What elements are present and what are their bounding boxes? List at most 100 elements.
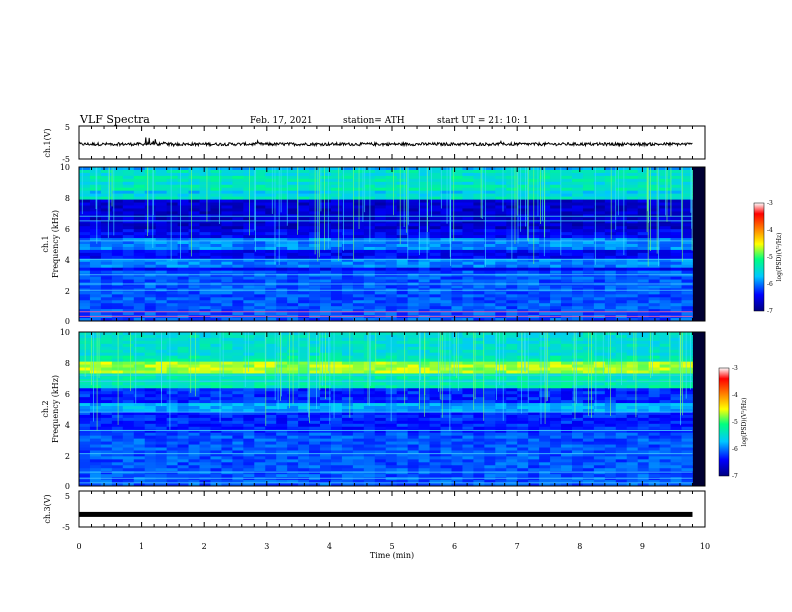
spectrogram-cell xyxy=(571,370,584,374)
spectrogram-cell xyxy=(89,235,102,239)
spectrogram-cell xyxy=(374,297,387,301)
spectrogram-cell xyxy=(670,403,682,407)
spectrogram-cell xyxy=(177,391,189,395)
spectrogram-cell xyxy=(133,190,146,195)
spectrogram-cell xyxy=(221,346,233,351)
spectrogram-cell xyxy=(670,261,682,266)
spectrogram-cell xyxy=(440,370,452,374)
spectrogram-cell xyxy=(484,235,496,239)
spectrogram-cell xyxy=(330,309,343,313)
spectrogram-cell xyxy=(648,229,661,233)
spectrogram-cell xyxy=(571,261,584,266)
spectrogram-cell xyxy=(506,361,518,365)
spectrogram-cell xyxy=(166,196,178,200)
spectrogram-cell xyxy=(593,397,606,401)
spectrogram-cell xyxy=(221,385,233,389)
spectrogram-cell xyxy=(144,229,157,233)
spectrogram-cell xyxy=(144,241,157,245)
spectrogram-cell xyxy=(254,391,266,395)
spectrogram-cell xyxy=(440,169,452,174)
spectrogram-cell xyxy=(517,406,529,410)
spectrogram-cell xyxy=(582,414,595,419)
spectrogram-cell xyxy=(341,211,354,215)
spectrogram-cell xyxy=(374,181,387,186)
spectrogram-cell xyxy=(133,241,146,245)
spectrogram-cell xyxy=(582,417,595,422)
spectrogram-cell xyxy=(330,285,343,289)
spectrogram-cell xyxy=(287,411,299,416)
spectrogram-cell xyxy=(320,252,332,257)
spectrogram-cell xyxy=(495,252,507,257)
spectrogram-cell xyxy=(385,241,398,245)
spectrogram-cell xyxy=(484,332,496,336)
spectrogram-cell xyxy=(122,420,135,425)
spectrogram-cell xyxy=(352,178,365,183)
spectrogram-cell xyxy=(396,297,409,301)
spectrogram-cell xyxy=(670,417,682,422)
spectrogram-cell xyxy=(133,184,146,189)
spectrogram-cell xyxy=(144,167,157,171)
spectrogram-cell xyxy=(593,232,606,236)
spectrogram-cell xyxy=(320,400,332,404)
spectrogram-cell xyxy=(484,246,496,251)
spectrogram-cell xyxy=(352,332,365,336)
spectrogram-cell xyxy=(659,346,671,351)
spectrogram-cell xyxy=(199,244,211,248)
spectrogram-cell xyxy=(232,279,244,283)
spectrogram-cell xyxy=(298,361,310,365)
spectrogram-cell xyxy=(254,175,266,180)
ch1-ytick-2: 2 xyxy=(65,287,70,296)
spectrogram-cell xyxy=(309,255,321,260)
spectrogram-cell xyxy=(561,417,573,422)
spectrogram-cell xyxy=(254,211,266,215)
spectrogram-cell xyxy=(396,376,409,380)
spectrogram-cell xyxy=(309,349,321,354)
spectrogram-cell xyxy=(473,223,485,227)
spectrogram-cell xyxy=(330,205,343,209)
spectrogram-cell xyxy=(341,297,354,301)
spectrogram-cell xyxy=(199,255,211,260)
spectrogram-cell xyxy=(593,238,606,242)
spectrogram-cell xyxy=(177,385,189,389)
spectrogram-cell xyxy=(232,417,244,422)
spectrogram-cell xyxy=(571,220,584,224)
spectrogram-cell xyxy=(385,226,398,230)
spectrogram-cell xyxy=(429,226,441,230)
spectrogram-cell xyxy=(593,199,606,203)
spectrogram-cell xyxy=(89,358,102,363)
spectrogram-cell xyxy=(341,235,354,239)
spectrogram-cell xyxy=(309,394,321,398)
spectrogram-cell xyxy=(122,352,135,357)
spectrogram-cell xyxy=(122,309,135,313)
spectrogram-cell xyxy=(199,264,211,269)
spectrogram-cell xyxy=(265,246,277,251)
spectrogram-cell xyxy=(407,411,420,416)
spectrogram-cell xyxy=(681,261,693,266)
spectrogram-cell xyxy=(133,340,146,345)
spectrogram-cell xyxy=(166,367,178,371)
spectrogram-cell xyxy=(561,382,573,386)
spectrogram-cell xyxy=(232,169,244,174)
spectrogram-cell xyxy=(89,355,102,360)
spectrogram-cell xyxy=(451,246,463,251)
spectrogram-cell xyxy=(484,397,496,401)
spectrogram-cell xyxy=(352,376,365,380)
spectrogram-cell xyxy=(528,355,540,360)
spectrogram-cell xyxy=(210,318,222,322)
spectrogram-cell xyxy=(287,244,299,248)
spectrogram-cell xyxy=(451,255,463,260)
spectrogram-cell xyxy=(593,175,606,180)
spectrogram-cell xyxy=(210,391,222,395)
spectrogram-cell xyxy=(571,196,584,200)
spectrogram-cell xyxy=(221,199,233,203)
spectrogram-cell xyxy=(111,355,124,360)
spectrogram-cell xyxy=(473,249,485,254)
spectrogram-cell xyxy=(363,312,376,316)
spectrogram-cell xyxy=(615,385,628,389)
spectrogram-cell xyxy=(374,232,387,236)
spectrogram-cell xyxy=(144,391,157,395)
spectrogram-cell xyxy=(407,297,420,301)
spectrogram-cell xyxy=(363,196,376,200)
spectrogram-cell xyxy=(495,367,507,371)
spectrogram-cell xyxy=(637,270,650,275)
